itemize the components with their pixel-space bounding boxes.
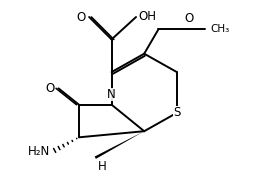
Text: N: N xyxy=(107,88,116,101)
Text: O: O xyxy=(184,12,194,25)
Text: S: S xyxy=(173,106,181,119)
Text: O: O xyxy=(77,11,86,24)
Text: CH₃: CH₃ xyxy=(210,24,229,34)
Text: O: O xyxy=(45,82,54,95)
Polygon shape xyxy=(95,131,144,159)
Text: H₂N: H₂N xyxy=(28,145,50,158)
Text: H: H xyxy=(98,160,106,173)
Text: OH: OH xyxy=(138,10,156,23)
